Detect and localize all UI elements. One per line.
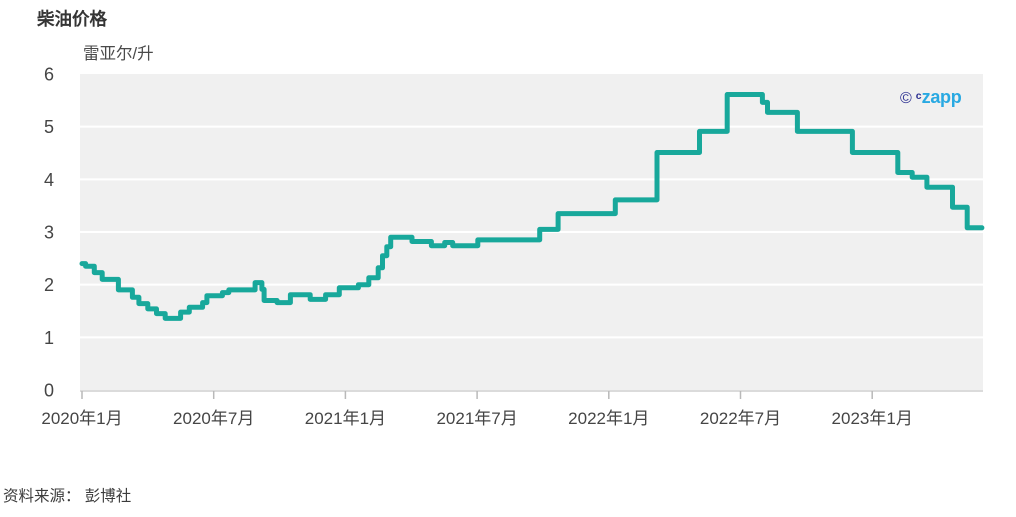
y-axis-unit-label: 雷亚尔/升 bbox=[83, 45, 154, 63]
y-tick-label: 0 bbox=[44, 381, 54, 401]
czapp-logo-zapp: zapp bbox=[921, 87, 962, 107]
x-tick-label: 2022年1月 bbox=[568, 409, 649, 428]
y-tick-label: 2 bbox=[44, 275, 54, 295]
x-tick-label: 2020年7月 bbox=[173, 409, 254, 428]
y-tick-label: 3 bbox=[44, 223, 54, 243]
x-tick-label: 2021年7月 bbox=[436, 409, 517, 428]
x-tick-label: 2021年1月 bbox=[305, 409, 386, 428]
x-tick-label: 2020年1月 bbox=[41, 409, 122, 428]
y-tick-label: 1 bbox=[44, 328, 54, 348]
y-tick-label: 4 bbox=[44, 170, 54, 190]
y-tick-label: 6 bbox=[44, 65, 54, 85]
source-attribution: 资料来源： 彭博社 bbox=[3, 488, 132, 505]
x-tick-label: 2023年1月 bbox=[832, 409, 913, 428]
czapp-logo-c: c bbox=[915, 90, 922, 102]
copyright-icon: © bbox=[900, 90, 912, 107]
page-title: 柴油价格 bbox=[37, 9, 107, 29]
czapp-logo: © c zapp bbox=[900, 87, 962, 107]
x-tick-label: 2022年7月 bbox=[700, 409, 781, 428]
price-step-line bbox=[79, 92, 985, 321]
diesel-price-chart: 2020年1月 2020年7月 2021年1月 2021年7月 2022年1月 2022年… bbox=[41, 65, 985, 428]
y-tick-label: 5 bbox=[44, 117, 54, 137]
